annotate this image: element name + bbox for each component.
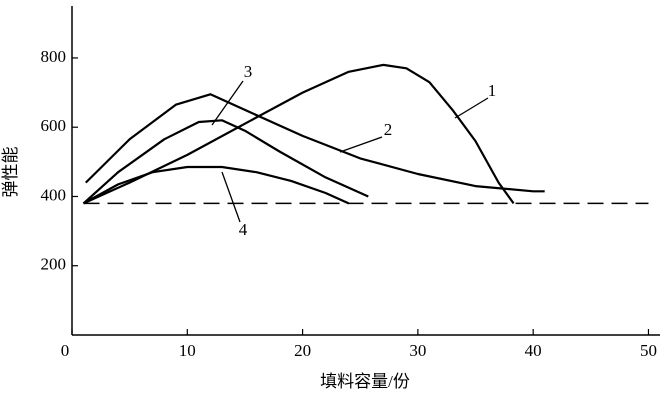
- x-tick-label: 40: [525, 341, 542, 360]
- x-tick-label: 10: [179, 341, 196, 360]
- series-line: [82, 119, 369, 205]
- series-label: 4: [239, 220, 248, 239]
- series-line: [82, 165, 350, 205]
- x-axis-label: 填料容量/份: [320, 372, 410, 391]
- x-tick-label: 50: [640, 341, 657, 360]
- y-tick-label: 200: [41, 255, 67, 274]
- series-line: [85, 93, 545, 193]
- label-leader: [211, 80, 244, 126]
- series-label: 3: [244, 62, 253, 81]
- label-leader: [221, 171, 241, 223]
- y-tick-label: 800: [41, 47, 67, 66]
- x-tick-label: 20: [294, 341, 311, 360]
- series-label: 2: [384, 120, 393, 139]
- y-tick-label: 600: [41, 116, 67, 135]
- x-tick-label: 30: [409, 341, 426, 360]
- series-line: [83, 63, 515, 205]
- series-label: 1: [488, 81, 497, 100]
- label-leader: [454, 97, 489, 119]
- y-tick-label: 400: [41, 185, 67, 204]
- label-leader: [339, 136, 383, 153]
- x-tick-label: 0: [61, 341, 70, 360]
- y-axis-label: 弹性能: [1, 147, 20, 198]
